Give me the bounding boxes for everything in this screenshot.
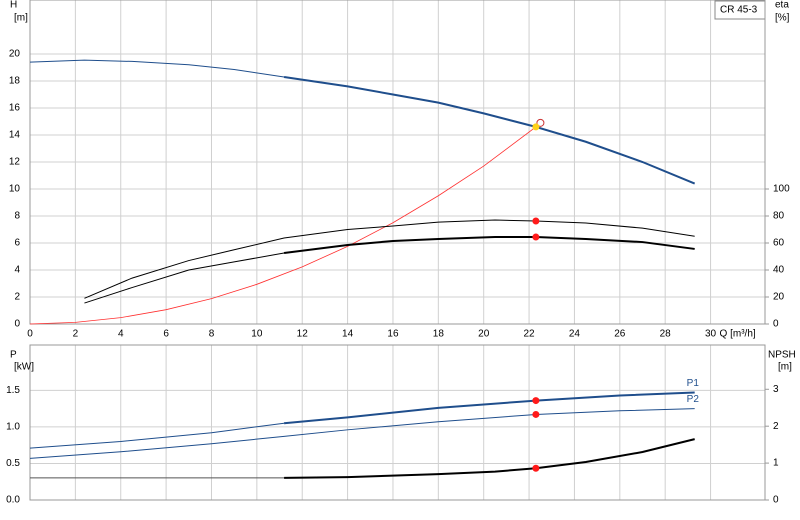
y2-axis-label: NPSH (768, 350, 796, 361)
y-tick-label: 16 (9, 103, 21, 114)
y-tick-label: 10 (9, 184, 21, 195)
y2-tick-label: 2 (773, 421, 779, 432)
x-tick-label: 8 (209, 329, 215, 340)
x-tick-label: 16 (387, 329, 399, 340)
curve (84, 219, 695, 299)
y-tick-label: 12 (9, 157, 21, 168)
x-tick-label: 14 (342, 329, 354, 340)
operating-point (532, 217, 540, 225)
x-tick-label: 12 (297, 329, 309, 340)
y-tick-label: 18 (9, 76, 21, 87)
y2-tick-label: 60 (773, 238, 785, 249)
x-tick-label: 4 (118, 329, 124, 340)
operating-point (532, 410, 540, 418)
curve (84, 252, 285, 304)
y-axis-unit: [m] (14, 13, 28, 24)
x-tick-label: 6 (163, 329, 169, 340)
y-axis-unit: [kW] (14, 362, 34, 373)
y2-tick-label: 1 (773, 458, 779, 469)
y2-tick-label: 40 (773, 265, 785, 276)
y-axis-label: H (10, 0, 17, 11)
operating-point (532, 397, 540, 405)
y2-tick-label: 80 (773, 211, 785, 222)
y-tick-label: 14 (9, 130, 21, 141)
y2-tick-label: 0 (773, 495, 779, 506)
chart-title: CR 45-3 (720, 5, 758, 16)
y2-tick-label: 100 (773, 184, 790, 195)
y2-axis-unit: [m] (778, 362, 792, 373)
curve (284, 438, 695, 479)
curve (283, 391, 695, 425)
x-tick-label: 26 (614, 329, 626, 340)
curve-label: P2 (687, 394, 700, 405)
operating-point (536, 118, 545, 127)
y-tick-label: 6 (14, 238, 20, 249)
x-tick-label: 0 (27, 329, 33, 340)
y-tick-label: 0.0 (6, 495, 20, 506)
operating-point (532, 123, 540, 131)
x-tick-label: 28 (660, 329, 672, 340)
curve (29, 126, 537, 325)
y-tick-label: 8 (14, 211, 20, 222)
curve (29, 422, 285, 449)
y2-axis-label: eta (775, 0, 789, 11)
x-axis-label: Q [m³/h] (720, 329, 756, 340)
curve (283, 236, 695, 254)
curve (29, 59, 285, 78)
y-tick-label: 1.5 (6, 385, 20, 396)
y-tick-label: 0.5 (6, 458, 20, 469)
y-axis-label: P (10, 350, 17, 361)
curve (283, 75, 696, 185)
x-tick-label: 22 (524, 329, 536, 340)
x-tick-label: 18 (433, 329, 445, 340)
operating-point (532, 464, 540, 472)
x-tick-label: 24 (569, 329, 581, 340)
operating-point (532, 233, 540, 241)
y-tick-label: 4 (14, 265, 20, 276)
y-tick-label: 2 (14, 292, 20, 303)
plot-frame (29, 344, 766, 501)
curve (29, 408, 695, 459)
x-tick-label: 20 (478, 329, 490, 340)
y2-tick-label: 20 (773, 292, 785, 303)
y2-tick-label: 0 (773, 319, 779, 330)
x-tick-label: 10 (251, 329, 263, 340)
curve-label: P1 (687, 378, 700, 389)
y2-axis-unit: [%] (775, 13, 790, 24)
x-tick-label: 2 (73, 329, 79, 340)
x-tick-label: 30 (705, 329, 717, 340)
plot-frame (29, 0, 766, 325)
y2-tick-label: 3 (773, 384, 779, 395)
y-tick-label: 20 (9, 49, 21, 60)
y-tick-label: 0 (14, 319, 20, 330)
y-tick-label: 1.0 (6, 422, 20, 433)
